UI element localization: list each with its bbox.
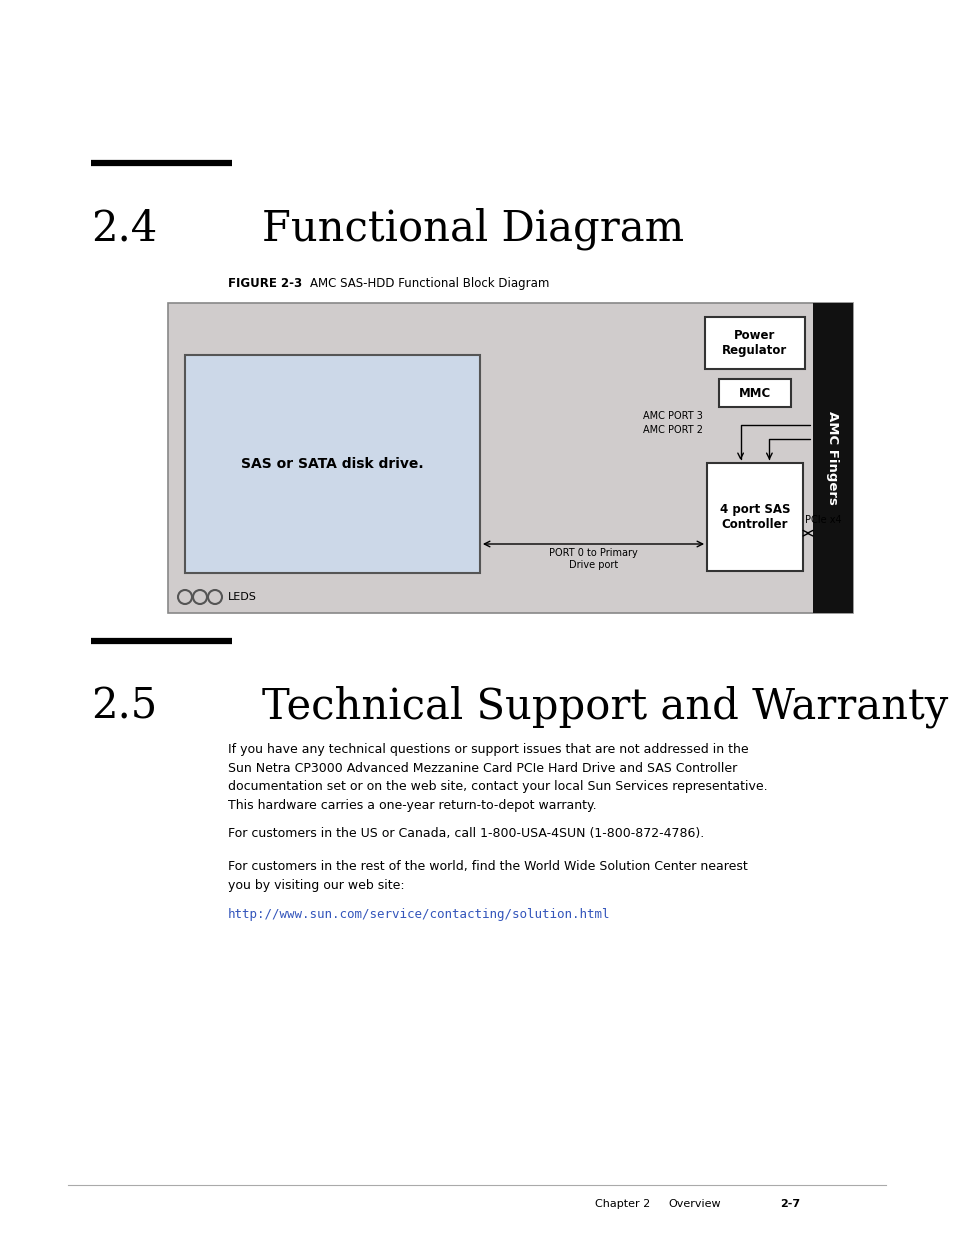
Text: Technical Support and Warranty: Technical Support and Warranty bbox=[262, 685, 947, 727]
Text: For customers in the US or Canada, call 1-800-USA-4SUN (1-800-872-4786).: For customers in the US or Canada, call … bbox=[228, 827, 703, 840]
Text: Functional Diagram: Functional Diagram bbox=[262, 207, 683, 249]
Text: AMC PORT 3: AMC PORT 3 bbox=[642, 411, 702, 421]
Text: AMC Fingers: AMC Fingers bbox=[825, 411, 839, 505]
Text: 2-7: 2-7 bbox=[780, 1199, 800, 1209]
Text: SAS or SATA disk drive.: SAS or SATA disk drive. bbox=[241, 457, 423, 471]
Text: 2.5: 2.5 bbox=[91, 685, 157, 727]
Bar bbox=[704, 317, 804, 369]
Text: PCIe x4: PCIe x4 bbox=[804, 515, 841, 525]
Bar bbox=[719, 379, 790, 408]
Bar bbox=[168, 303, 852, 613]
Text: If you have any technical questions or support issues that are not addressed in : If you have any technical questions or s… bbox=[228, 743, 767, 811]
Text: FIGURE 2-3: FIGURE 2-3 bbox=[228, 277, 302, 290]
Text: Chapter 2: Chapter 2 bbox=[595, 1199, 650, 1209]
Text: AMC SAS-HDD Functional Block Diagram: AMC SAS-HDD Functional Block Diagram bbox=[310, 277, 549, 290]
Text: Power
Regulator: Power Regulator bbox=[721, 329, 787, 357]
Text: http://www.sun.com/service/contacting/solution.html: http://www.sun.com/service/contacting/so… bbox=[228, 908, 610, 921]
Text: 2.4: 2.4 bbox=[91, 207, 157, 249]
Text: For customers in the rest of the world, find the World Wide Solution Center near: For customers in the rest of the world, … bbox=[228, 860, 747, 892]
Bar bbox=[812, 303, 852, 613]
Text: 4 port SAS
Controller: 4 port SAS Controller bbox=[719, 503, 789, 531]
Bar bbox=[706, 463, 802, 571]
Text: PORT 0 to Primary
Drive port: PORT 0 to Primary Drive port bbox=[549, 548, 638, 569]
Text: MMC: MMC bbox=[739, 387, 770, 399]
Bar bbox=[185, 354, 479, 573]
Text: LEDS: LEDS bbox=[228, 592, 256, 601]
Text: AMC PORT 2: AMC PORT 2 bbox=[642, 425, 702, 435]
Text: Overview: Overview bbox=[667, 1199, 720, 1209]
